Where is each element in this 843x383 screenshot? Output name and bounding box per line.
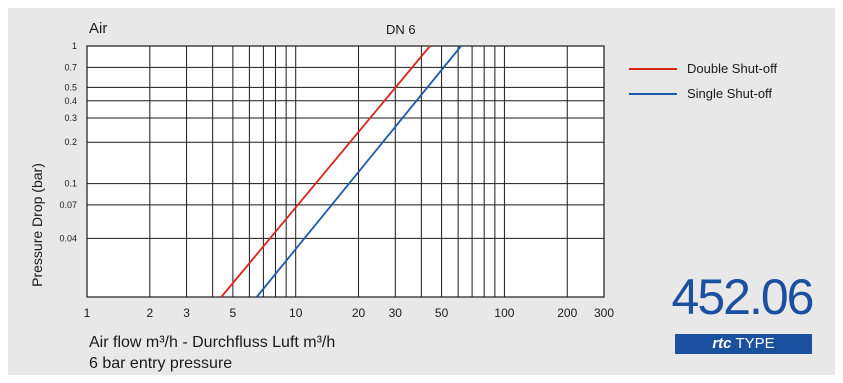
plot-frame — [86, 45, 605, 298]
y-tick-label: 0.2 — [64, 137, 77, 147]
x-tick-label: 1 — [84, 306, 91, 320]
y-tick-label: 0.07 — [59, 200, 77, 210]
x-tick-label: 3 — [183, 306, 190, 320]
legend-swatch-single — [629, 93, 677, 95]
y-tick-label: 0.04 — [59, 233, 77, 243]
x-tick-label: 10 — [289, 306, 303, 320]
chart-subtitle: 6 bar entry pressure — [89, 355, 233, 372]
plot-area — [87, 46, 604, 297]
series-line-1 — [256, 45, 462, 298]
y-tick-label: 1 — [72, 41, 77, 51]
x-tick-label: 100 — [494, 306, 514, 320]
x-tick-label: 30 — [389, 306, 403, 320]
series-line-0 — [220, 45, 431, 298]
type-number: 452.06 — [671, 269, 815, 325]
legend-swatch-double — [629, 68, 677, 70]
x-tick-label: 200 — [557, 306, 577, 320]
y-axis-label: Pressure Drop (bar) — [29, 163, 45, 287]
y-tick-label: 0.3 — [64, 113, 77, 123]
y-tick-label: 0.7 — [64, 62, 77, 72]
x-tick-label: 50 — [435, 306, 449, 320]
x-tick-label: 5 — [230, 306, 237, 320]
curve-label: DN 6 — [386, 22, 416, 37]
legend-item-double: Double Shut-off — [629, 61, 799, 77]
brand-logo: rtc — [712, 335, 732, 352]
legend-item-single: Single Shut-off — [629, 86, 799, 102]
x-tick-label: 300 — [594, 306, 614, 320]
x-axis-label: Air flow m³/h - Durchfluss Luft m³/h — [89, 334, 336, 351]
x-tick-label: 20 — [352, 306, 366, 320]
y-tick-label: 0.1 — [64, 179, 77, 189]
legend-label-double: Double Shut-off — [687, 61, 778, 76]
type-badge: rtc TYPE — [675, 334, 812, 354]
chart-title: Air — [89, 20, 108, 37]
legend-label-single: Single Shut-off — [687, 86, 773, 101]
y-tick-label: 0.5 — [64, 82, 77, 92]
y-tick-label: 0.4 — [64, 96, 77, 106]
x-tick-label: 2 — [146, 306, 153, 320]
type-suffix: TYPE — [735, 335, 775, 352]
